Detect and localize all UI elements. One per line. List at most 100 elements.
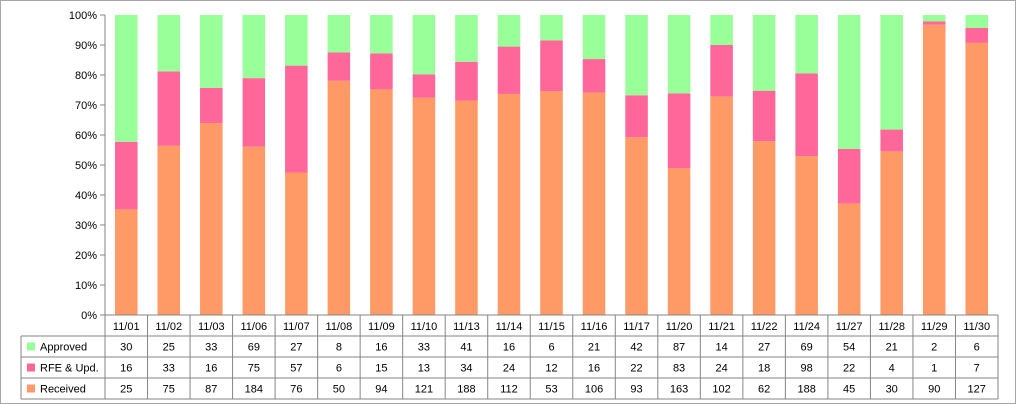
y-tick-label: 20% [75,250,97,262]
table-cell-received: 94 [375,384,387,396]
table-cell-rfe-upd: 75 [248,363,260,375]
x-tick-label: 11/17 [623,321,650,333]
bar-approved [114,15,138,142]
table-cell-rfe-upd: 16 [205,363,217,375]
bar-rfe-upd [157,71,181,146]
bar-rfe-upd [582,59,606,93]
table-cell-rfe-upd: 34 [460,363,472,375]
table-cell-received: 76 [290,384,302,396]
bar-rfe-upd [455,61,478,101]
bar-rfe-upd [412,74,436,98]
bar-rfe-upd [370,53,393,90]
bar-approved [965,15,989,28]
table-cell-rfe-upd: 33 [163,363,175,375]
bar-approved [540,15,563,41]
table-cell-approved: 87 [673,342,685,354]
bar-approved [242,15,266,79]
bar-received [965,42,989,316]
y-tick-label: 100% [69,10,97,22]
x-tick-label: 11/10 [411,321,438,333]
y-tick-label: 60% [75,130,97,142]
table-cell-approved: 42 [630,342,642,354]
y-tick-label: 70% [75,100,97,112]
table-cell-approved: 8 [336,342,342,354]
y-tick-label: 40% [75,190,97,202]
bar-approved [625,15,648,96]
x-tick-label: 11/21 [708,321,735,333]
bar-received [327,80,351,316]
data-table: 11/01 11/02 11/03 11/06 11/07 11/08 11/09 11/10… [20,314,999,400]
bar-received [370,89,393,316]
x-tick-label: 11/20 [666,321,693,333]
bar-rfe-upd [285,65,308,173]
x-tick-label: 11/29 [921,321,948,333]
table-cell-approved: 69 [248,342,260,354]
legend-key-received [27,384,35,393]
table-cell-received: 102 [712,384,730,396]
table-cell-approved: 14 [715,342,727,354]
x-tick-label: 11/07 [283,321,310,333]
table-cell-approved: 54 [843,342,855,354]
bar-approved [922,15,946,22]
x-tick-label: 11/16 [581,321,608,333]
table-cell-approved: 33 [205,342,217,354]
bar-rfe-upd [965,27,989,43]
x-tick-label: 11/08 [326,321,353,333]
table-cell-approved: 27 [758,342,770,354]
bar-rfe-upd [114,141,138,210]
table-cell-received: 53 [545,384,557,396]
bar-approved [200,15,223,88]
bar-approved [667,15,691,94]
x-tick-label: 11/02 [155,321,182,333]
bar-approved [795,15,818,74]
bar-approved [412,15,436,75]
bar-received [285,172,308,315]
table-cell-rfe-upd: 4 [889,363,895,375]
legend-label-rfe-upd: RFE & Upd. [40,363,99,375]
x-tick-label: 11/27 [836,321,863,333]
table-cell-received: 87 [205,384,217,396]
table-cell-rfe-upd: 15 [375,363,387,375]
x-tick-label: 11/22 [751,321,778,333]
table-cell-rfe-upd: 98 [801,363,813,375]
bar-received [200,123,223,315]
table-cell-approved: 6 [548,342,554,354]
table-cell-approved: 30 [120,342,132,354]
bar-rfe-upd [242,78,266,147]
legend-key-approved [27,342,35,351]
x-tick-label: 11/01 [113,321,140,333]
y-tick-label: 50% [75,160,97,172]
bar-approved [370,15,393,54]
table-cell-received: 93 [630,384,642,396]
table-cell-rfe-upd: 22 [630,363,642,375]
table-cell-approved: 41 [460,342,472,354]
table-cell-received: 106 [585,384,603,396]
bar-received [752,141,776,315]
bar-received [880,151,903,315]
table-cell-received: 90 [928,384,940,396]
table-cell-approved: 21 [588,342,600,354]
bar-received [795,156,818,315]
y-tick-label: 30% [75,220,97,232]
y-axis: 0% 10% 20% 30% 40% 50% 60% 70% 80% 90% 100% [69,10,106,322]
x-tick-label: 11/03 [198,321,225,333]
bar-approved [327,15,351,53]
table-cell-received: 62 [758,384,770,396]
bar-received [922,24,946,316]
table-cell-received: 184 [245,384,263,396]
legend-label-approved: Approved [40,342,87,354]
table-cell-rfe-upd: 22 [843,363,855,375]
table-cell-rfe-upd: 24 [715,363,727,375]
bar-rfe-upd [625,95,648,138]
y-tick-label: 90% [75,40,97,52]
x-tick-label: 11/30 [963,321,990,333]
table-cell-rfe-upd: 13 [418,363,430,375]
table-cell-rfe-upd: 24 [503,363,515,375]
plot-bars [114,15,989,316]
table-cell-received: 45 [843,384,855,396]
x-tick-label: 11/09 [368,321,395,333]
x-tick-label: 11/14 [496,321,523,333]
x-tick-label: 11/24 [793,321,820,333]
table-cell-received: 127 [968,384,986,396]
